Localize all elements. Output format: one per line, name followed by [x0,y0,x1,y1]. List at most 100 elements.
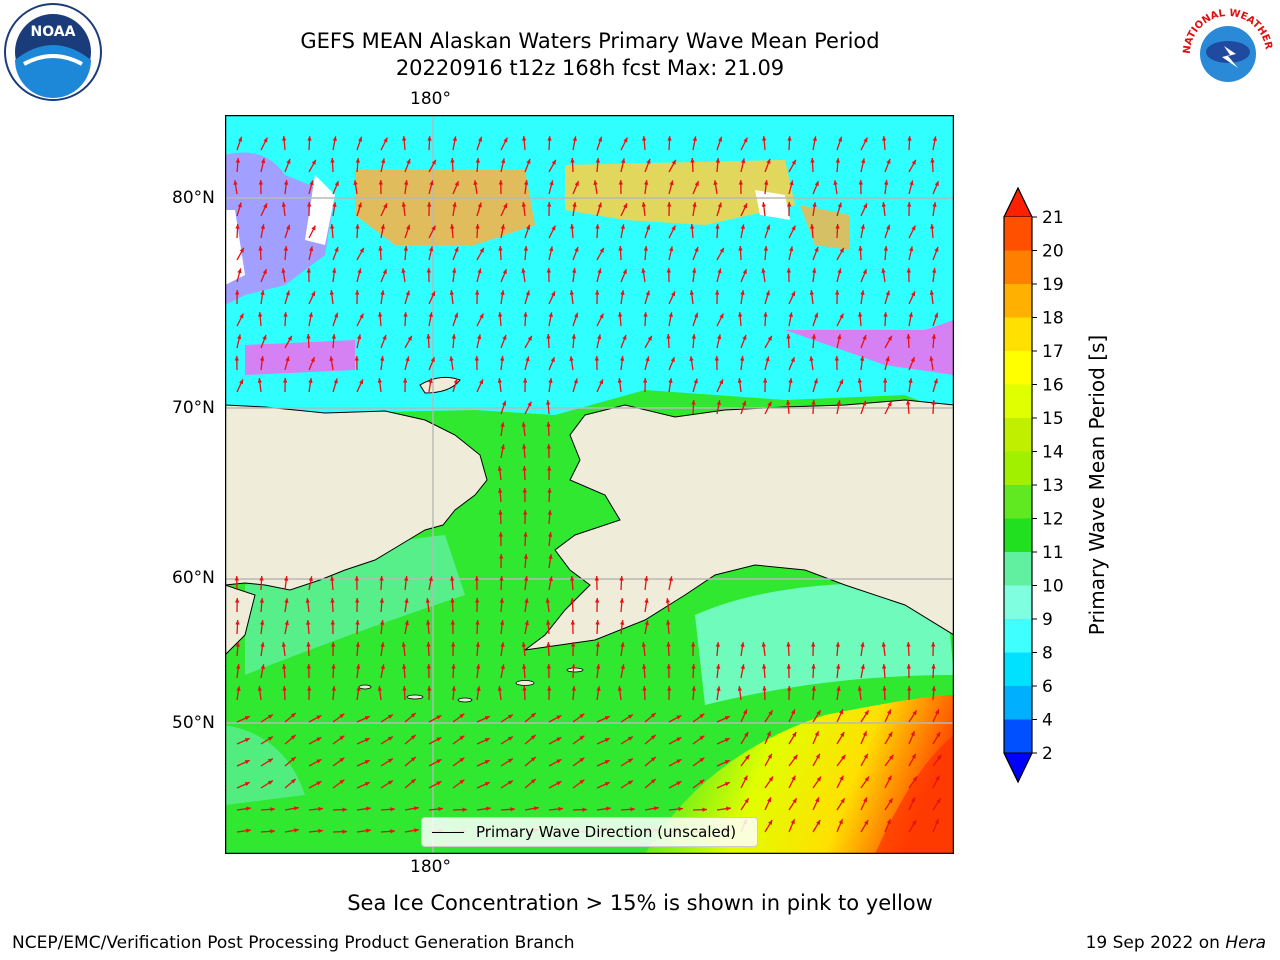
wave-arrow-head [283,312,288,317]
wave-arrow-head [909,246,914,252]
wave-arrow-head [270,829,275,834]
chart-subtitle-date: 20220916 t12z 168h fcst Max: 21.09 [395,56,785,80]
wave-arrow-head [768,819,773,825]
wave-arrow-head [234,576,240,581]
wave-arrow-head [500,422,505,427]
wave-arrow-head [737,686,743,691]
wave-arrow-head [282,136,287,141]
wave-arrow-head [499,620,505,625]
wave-arrow-head [428,378,433,383]
wave-arrow-head [334,312,339,318]
wave-arrow-head [426,334,431,339]
wave-arrow-head [650,779,656,784]
lat-label-50: 50°N [172,713,215,733]
wave-arrow-head [527,401,532,407]
wave-arrow-head [379,356,385,361]
wave-arrow-head [604,782,610,787]
wave-arrow-head [738,246,743,251]
wave-arrow-head [452,136,457,142]
wave-arrow-head [258,246,263,251]
wave-arrow-head [258,180,264,185]
wave-arrow-head [862,269,867,275]
wave-arrow-head [450,224,455,229]
wave-arrow-head [307,136,312,141]
colorbar-tick-label: 10 [1042,577,1064,597]
wave-arrow-head [641,202,647,207]
wave-arrow-head [283,246,288,251]
wave-arrow-head [477,268,482,274]
wave-arrow-head [837,334,842,340]
colorbar-tick-label: 21 [1042,208,1064,228]
wave-arrow-head [484,760,490,765]
wave-arrow-head [930,224,935,229]
wave-arrow-head [380,664,385,670]
wave-arrow-head [546,664,552,669]
wave-arrow-head [786,400,791,405]
wave-arrow-head [595,664,601,669]
wave-arrow-head [694,181,699,187]
wave-arrow-head [786,202,792,207]
wave-arrow-head [330,158,335,163]
wave-arrow-head [740,290,745,295]
wave-arrow-head [530,779,536,784]
wave-arrow-head [364,760,370,765]
wave-arrow-head [500,444,505,450]
wave-arrow-head [641,268,646,273]
wave-arrow-head [503,203,507,209]
wave-arrow-head [743,137,748,143]
wave-arrow-head [630,807,635,812]
wave-arrow-head [860,664,865,670]
wave-arrow-head [431,159,436,165]
wave-arrow-head [318,828,323,834]
wave-arrow-head [579,757,585,763]
colorbar-segment [1004,351,1032,385]
wave-arrow-head [413,806,419,811]
wave-arrow-head [836,400,841,406]
colorbar-segment [1004,250,1032,285]
wave-arrow-head [623,203,627,209]
wave-arrow-head [912,710,917,716]
wave-arrow-head [402,136,407,141]
wave-arrow-head [791,225,796,231]
wave-arrow-head [438,806,443,812]
wave-arrow-head [598,136,603,142]
legend-line-swatch [432,831,464,833]
wave-arrow-head [354,356,360,361]
colorbar-segment [1004,719,1032,754]
wave-arrow-head [546,268,552,273]
wave-arrow-head [282,664,287,669]
wave-arrow-head [330,576,335,581]
wave-arrow-head [453,378,458,384]
wave-arrow-head [233,180,238,185]
wave-arrow-head [330,642,336,647]
wave-arrow-head [620,224,625,230]
wave-arrow-head [835,642,840,647]
wave-arrow-head [286,224,291,230]
wave-arrow-head [618,312,623,317]
wave-arrow-head [436,759,442,764]
wave-arrow-head [293,828,299,833]
wave-arrow-head [668,378,673,383]
wave-arrow-head [724,782,730,787]
colorbar-tick-label: 20 [1042,242,1064,262]
wave-arrow-head [286,158,291,164]
wave-arrow-head [911,225,916,231]
colorbar-segment [1004,686,1032,720]
wave-arrow-head [306,642,311,647]
wave-arrow-head [259,620,265,625]
wave-arrow-head [667,136,672,141]
wave-arrow-head [627,758,633,763]
wave-arrow-head [597,202,602,208]
wave-arrow-head [436,781,442,786]
wave-arrow-head [789,246,794,252]
wave-arrow-head [284,620,289,626]
wave-arrow-head [383,203,387,209]
wave-arrow-head [522,378,528,383]
wave-arrow-head [689,356,694,361]
wave-arrow-head [816,710,821,716]
wave-arrow-head [717,202,722,208]
wave-arrow-head [521,642,527,647]
wave-arrow-head [355,642,360,647]
colorbar-segment [1004,652,1032,687]
wave-arrow-head [606,806,611,811]
